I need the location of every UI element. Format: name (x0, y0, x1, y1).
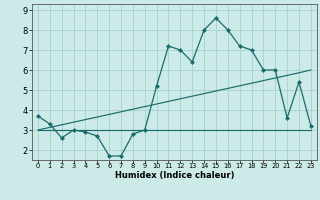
X-axis label: Humidex (Indice chaleur): Humidex (Indice chaleur) (115, 171, 234, 180)
